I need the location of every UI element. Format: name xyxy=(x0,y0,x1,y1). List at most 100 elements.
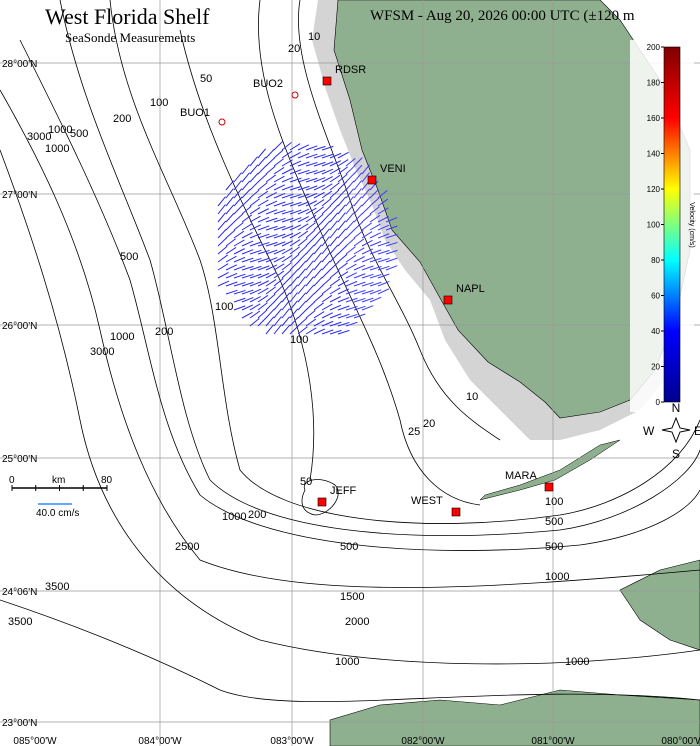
vector xyxy=(361,164,370,175)
vector xyxy=(289,300,298,311)
vector xyxy=(329,174,341,183)
scale-end: 80 xyxy=(101,475,113,486)
colorbar-tick-label: 40 xyxy=(651,327,660,336)
vector xyxy=(241,180,251,191)
colorbar-tick-label: 100 xyxy=(647,221,661,230)
vector xyxy=(353,264,366,271)
vector xyxy=(313,244,322,255)
contour-label: 500 xyxy=(545,541,563,553)
vector xyxy=(273,300,283,311)
vector xyxy=(345,237,356,247)
vector xyxy=(289,209,302,215)
station-label: NAPL xyxy=(456,283,485,295)
vector xyxy=(241,273,254,279)
contour-label: 200 xyxy=(155,326,173,338)
vector xyxy=(345,272,358,279)
vector xyxy=(321,312,334,319)
vector xyxy=(289,316,299,327)
vector xyxy=(297,193,310,199)
vector xyxy=(289,239,301,247)
vector xyxy=(257,208,269,215)
vector xyxy=(377,257,390,263)
vector xyxy=(297,238,308,247)
vector xyxy=(265,324,274,335)
contour-label: 500 xyxy=(545,516,563,528)
vector xyxy=(361,281,374,287)
contour-label: 500 xyxy=(120,251,138,263)
vector xyxy=(241,205,252,215)
vector xyxy=(289,308,299,319)
vector xyxy=(265,257,278,263)
vector xyxy=(345,204,354,215)
vector xyxy=(281,269,292,279)
vector xyxy=(273,248,286,255)
vector xyxy=(289,261,299,271)
contour-label: 10 xyxy=(466,391,478,403)
vector xyxy=(217,212,226,223)
vector xyxy=(273,316,282,327)
vector xyxy=(353,289,366,295)
vector xyxy=(337,262,348,271)
vector xyxy=(337,288,350,295)
vector xyxy=(273,149,284,159)
latitude-label: 23°00'N xyxy=(2,718,37,729)
vector xyxy=(313,221,323,231)
contour xyxy=(258,0,481,506)
vector xyxy=(273,241,286,247)
vector xyxy=(297,144,310,151)
vector xyxy=(345,229,355,239)
vector xyxy=(241,172,250,183)
vector xyxy=(265,233,278,239)
vector xyxy=(217,220,227,231)
vector xyxy=(297,169,310,175)
vector xyxy=(265,271,277,279)
vector xyxy=(273,292,283,303)
contour-label: 100 xyxy=(215,301,233,313)
vector xyxy=(321,212,331,223)
vector xyxy=(297,326,308,335)
vector xyxy=(281,225,294,231)
contour-label: 10 xyxy=(308,31,320,43)
vector xyxy=(281,254,293,263)
vector xyxy=(265,165,276,175)
vector xyxy=(361,297,374,303)
vector xyxy=(369,273,382,279)
vector xyxy=(273,201,286,207)
vector xyxy=(337,212,346,223)
vector xyxy=(313,293,324,303)
vector xyxy=(281,185,294,191)
bahamas-land xyxy=(619,559,700,651)
colorbar-tick-label: 20 xyxy=(651,363,660,372)
vector xyxy=(225,221,235,231)
vector xyxy=(329,160,342,167)
contour-label: 1000 xyxy=(45,143,69,155)
vector xyxy=(273,270,285,279)
vector xyxy=(353,172,363,183)
vector xyxy=(369,180,379,191)
vector xyxy=(249,224,262,231)
vector xyxy=(337,166,348,175)
vector xyxy=(265,249,278,255)
vector xyxy=(353,157,363,167)
vector xyxy=(345,158,356,167)
vector xyxy=(233,222,244,231)
vector xyxy=(321,260,331,271)
vector xyxy=(289,151,301,159)
vector xyxy=(257,302,268,311)
vector xyxy=(329,204,339,215)
vector xyxy=(345,313,358,319)
vector xyxy=(257,182,268,191)
vector xyxy=(257,287,269,295)
vector xyxy=(257,216,270,223)
station-label: RDSR xyxy=(335,64,366,76)
vector xyxy=(329,304,342,311)
vector xyxy=(377,241,390,247)
vector xyxy=(337,245,347,255)
longitude-label: 081°00'W xyxy=(531,736,575,746)
vector xyxy=(257,190,269,199)
vector xyxy=(361,257,374,263)
latitude-label: 24°06'N xyxy=(2,587,37,598)
vector xyxy=(329,313,342,319)
vector xyxy=(345,297,358,303)
vector xyxy=(361,289,374,295)
